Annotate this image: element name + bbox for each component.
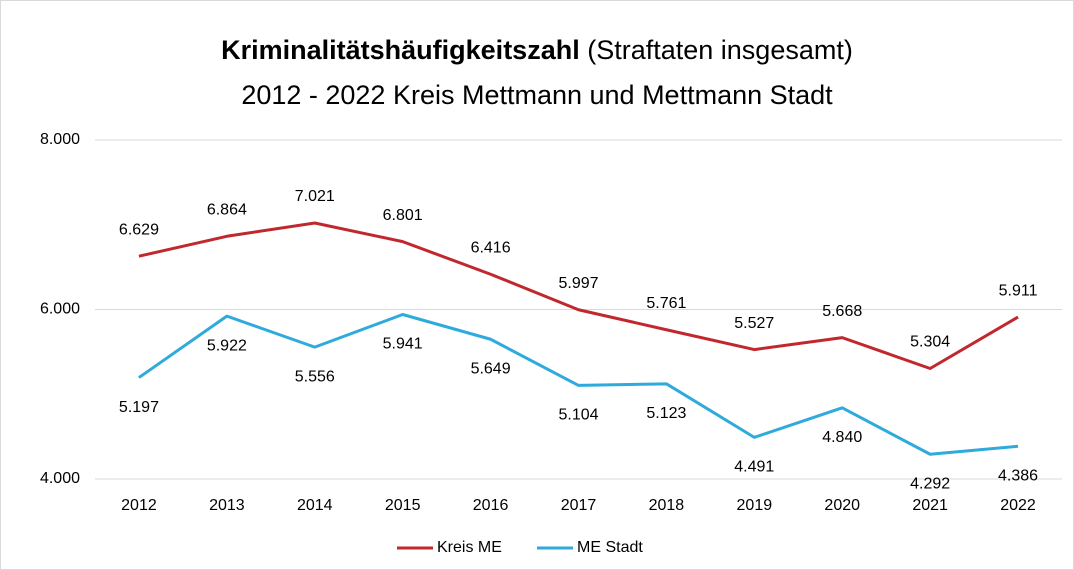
- data-label: 5.761: [646, 295, 686, 312]
- data-label: 4.840: [822, 429, 862, 446]
- x-tick-label: 2019: [737, 497, 773, 514]
- y-tick-label: 6.000: [40, 301, 80, 318]
- data-label: 5.911: [999, 282, 1038, 299]
- x-tick-label: 2020: [824, 497, 860, 514]
- x-tick-label: 2022: [1000, 497, 1036, 514]
- data-label: 5.997: [558, 275, 598, 292]
- legend-label: ME Stadt: [577, 539, 643, 556]
- y-tick-label: 4.000: [40, 470, 80, 487]
- x-tick-label: 2014: [297, 497, 333, 514]
- data-label: 6.864: [207, 201, 247, 218]
- data-label: 5.197: [119, 399, 159, 416]
- y-tick-label: 8.000: [40, 131, 80, 148]
- data-label: 5.649: [471, 360, 511, 377]
- data-label: 5.556: [295, 368, 335, 385]
- data-label: 5.922: [207, 337, 247, 354]
- title-rest: (Straftaten insgesamt): [587, 35, 853, 65]
- data-label: 4.491: [734, 459, 774, 476]
- data-label: 5.941: [383, 336, 423, 353]
- chart-subtitle: 2012 - 2022 Kreis Mettmann und Mettmann …: [241, 80, 833, 110]
- x-tick-label: 2021: [912, 497, 948, 514]
- x-tick-label: 2017: [561, 497, 597, 514]
- x-tick-label: 2012: [121, 497, 157, 514]
- x-tick-label: 2015: [385, 497, 421, 514]
- data-label: 5.104: [558, 407, 598, 424]
- data-label: 4.292: [910, 475, 950, 492]
- data-label: 4.386: [998, 468, 1038, 485]
- data-label: 5.668: [822, 303, 862, 320]
- legend-label: Kreis ME: [437, 539, 502, 556]
- data-label: 5.527: [734, 315, 774, 332]
- data-label: 6.801: [383, 207, 423, 224]
- data-label: 5.123: [646, 405, 686, 422]
- data-label: 5.304: [910, 334, 950, 351]
- x-tick-label: 2018: [649, 497, 685, 514]
- x-tick-label: 2016: [473, 497, 509, 514]
- series-line: [138, 221, 1019, 370]
- x-tick-label: 2013: [209, 497, 245, 514]
- series-line: [138, 313, 1019, 456]
- title-bold: Kriminalitätshäufigkeitszahl: [221, 35, 580, 65]
- chart-title: Kriminalitätshäufigkeitszahl (Straftaten…: [221, 35, 853, 65]
- data-label: 6.629: [119, 221, 159, 238]
- data-label: 6.416: [471, 239, 511, 256]
- data-label: 7.021: [295, 188, 335, 205]
